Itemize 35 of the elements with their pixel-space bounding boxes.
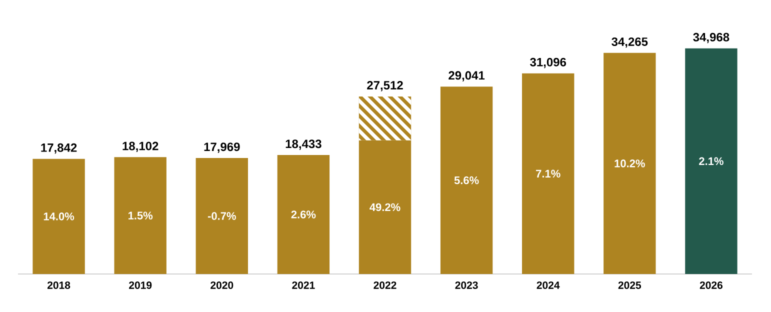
- x-tick-label: 2019: [129, 282, 152, 289]
- data-label: 18,433: [286, 140, 322, 150]
- annotation: 7.1%: [536, 170, 560, 178]
- bar: [277, 155, 330, 274]
- annotation: 14.0%: [44, 212, 74, 220]
- total-label: 27,512: [367, 81, 403, 92]
- data-label: 34,968: [693, 32, 730, 44]
- x-tick-label: 2020: [210, 282, 234, 289]
- data-label: 17,842: [41, 143, 77, 154]
- annotation: 1.5%: [128, 212, 153, 220]
- annotation: 2.1%: [699, 157, 724, 166]
- bar: [196, 158, 248, 274]
- x-tick-label: 2023: [455, 282, 478, 289]
- x-tick-label: 2026: [700, 282, 723, 289]
- bar: [440, 86, 493, 274]
- annotation: 10.2%: [614, 160, 645, 168]
- x-tick-label: 2025: [618, 282, 642, 289]
- annotation: 49.2%: [370, 203, 400, 212]
- x-tick-label: 2018: [47, 282, 70, 289]
- bar: [604, 52, 656, 274]
- data-label: 34,265: [612, 37, 648, 48]
- data-label: 17,969: [204, 142, 240, 153]
- x-tick-label: 2024: [536, 282, 560, 289]
- data-label: 31,096: [530, 58, 566, 68]
- annotation: 5.6%: [454, 176, 479, 184]
- data-label: 29,041: [448, 71, 485, 82]
- annotation: -0.7%: [208, 212, 236, 220]
- x-tick-label: 2021: [292, 282, 315, 289]
- bar: [522, 73, 574, 274]
- data-label: 18,102: [122, 142, 158, 152]
- annotation: 2.6%: [291, 210, 316, 218]
- bar: [114, 157, 166, 274]
- x-tick-label: 2022: [374, 282, 396, 289]
- bar: [685, 48, 738, 274]
- bar: [32, 158, 85, 274]
